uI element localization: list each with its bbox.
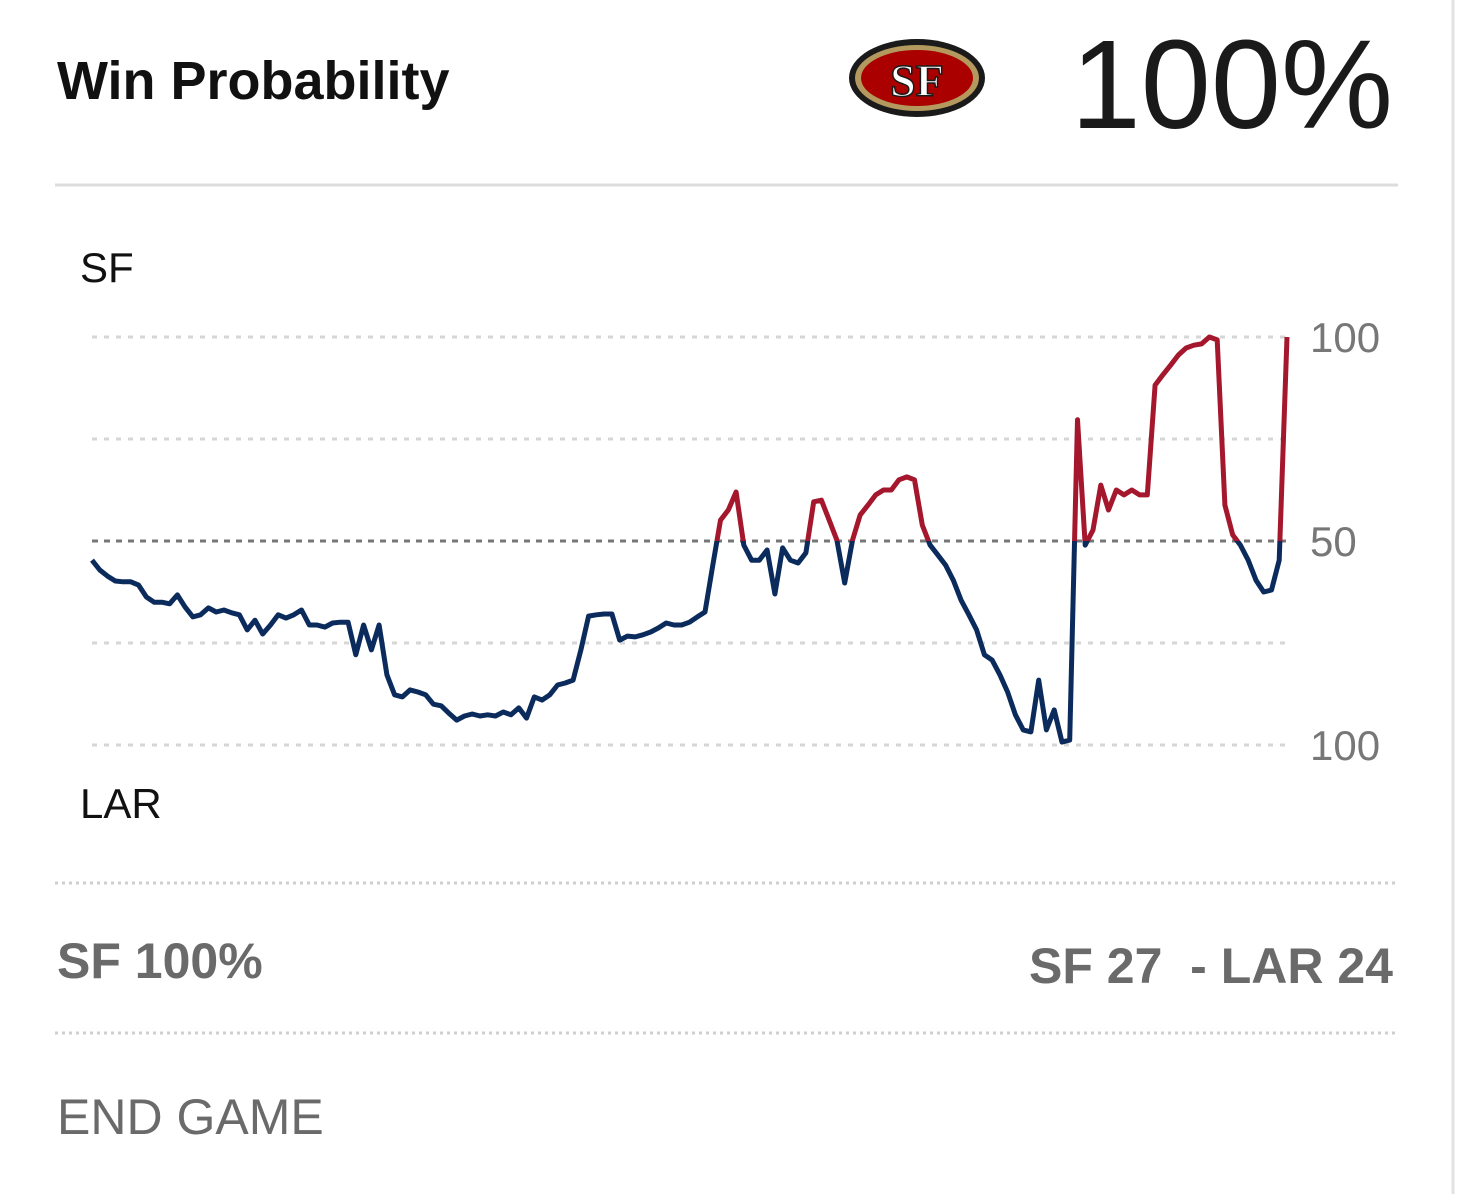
header-probability: 100%	[1071, 14, 1393, 155]
y-tick-label: 50	[1310, 518, 1357, 565]
y-tick-label: 100	[1310, 722, 1380, 769]
win-probability-line-below	[90, 541, 1283, 745]
footer-probability: SF 100%	[57, 933, 263, 989]
team-logo: SF	[849, 39, 985, 117]
y-tick-label: 100	[1310, 314, 1380, 361]
score: SF 27 - LAR 24	[1029, 938, 1393, 994]
chart: SF LAR 100 50 100	[80, 244, 1380, 827]
bottom-label: LAR	[80, 780, 162, 827]
title: Win Probability	[57, 51, 450, 111]
game-status: END GAME	[57, 1089, 324, 1145]
win-probability-line-above	[714, 334, 1290, 541]
top-label: SF	[80, 244, 134, 291]
logo-fill	[861, 50, 973, 106]
logo-text: SF	[890, 55, 944, 106]
